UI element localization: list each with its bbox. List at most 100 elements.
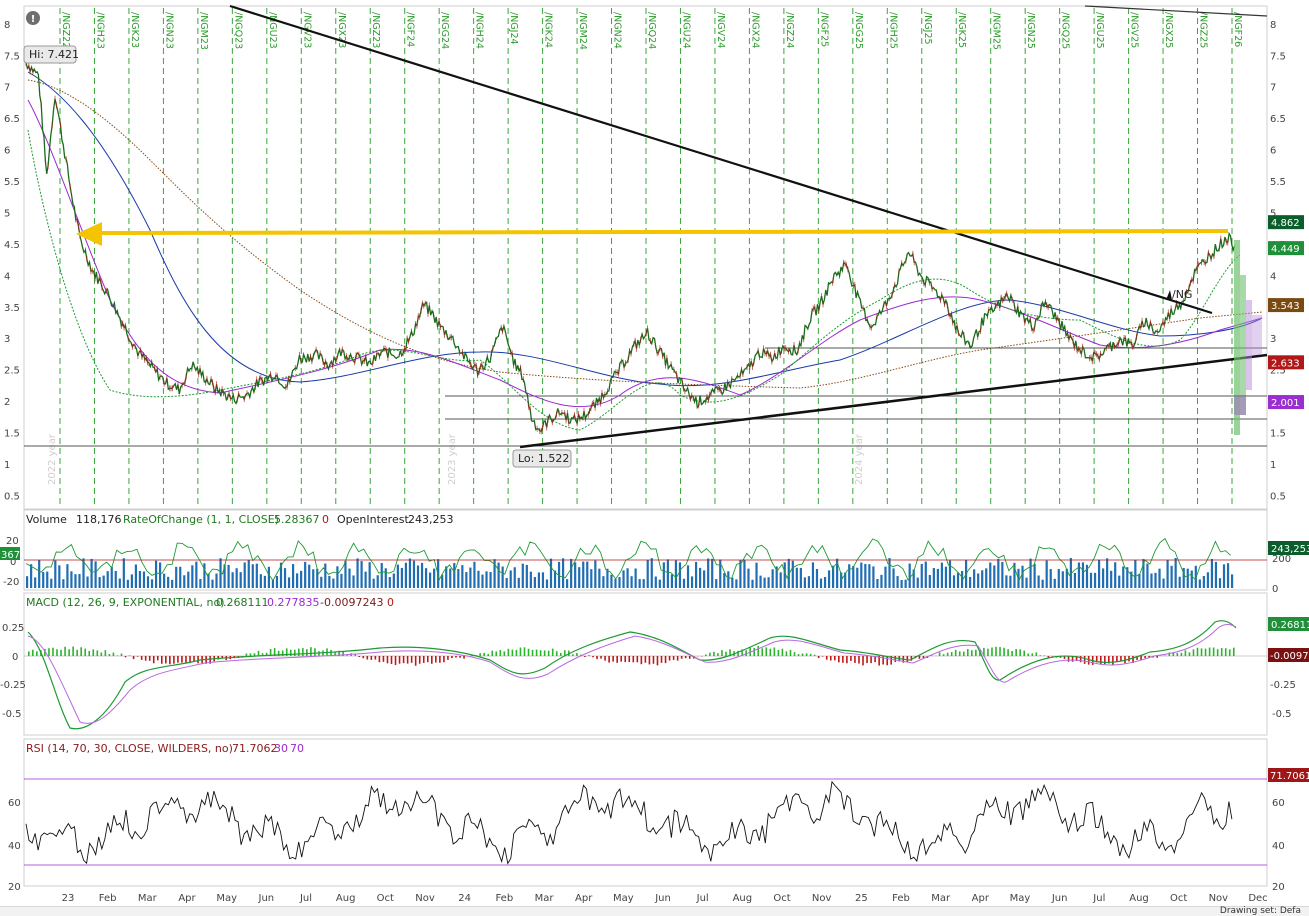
macd-hist-bar (532, 650, 534, 656)
volume-bar (570, 559, 572, 588)
volume-bar (417, 565, 419, 588)
hi-label: Hi: 7.421 (29, 48, 79, 61)
rollover-label: /NGH24 (474, 12, 485, 49)
volume-bar (1034, 564, 1036, 588)
macd-hist-bar (64, 647, 66, 656)
time-tick: Jul (696, 893, 709, 904)
macd-hist-bar (149, 656, 151, 661)
macd-hist-bar (552, 649, 554, 656)
macd-hist-bar (991, 648, 993, 656)
macd-hist-bar (72, 647, 74, 656)
volume-bar (381, 563, 383, 588)
macd-hist-bar (713, 652, 715, 656)
volume-bar (719, 559, 721, 588)
rollover-label: /NGX25 (1163, 12, 1174, 48)
volume-bar (1094, 573, 1096, 588)
volume-bar (1207, 572, 1209, 588)
rollover-label: /NGQ23 (232, 12, 243, 49)
volume-bar (933, 568, 935, 588)
time-tick: Nov (812, 893, 832, 904)
time-tick: 25 (855, 893, 868, 904)
volume-bar (429, 573, 431, 588)
time-tick: Aug (733, 893, 753, 904)
volume-bar (401, 568, 403, 588)
volume-title: Volume (26, 513, 67, 526)
macd-hist-bar (616, 656, 618, 663)
macd-hist-bar (161, 656, 163, 664)
macd-title: MACD (12, 26, 9, EXPONENTIAL, no) (26, 596, 225, 609)
macd-hist-bar (620, 656, 622, 662)
volume-bar (631, 576, 633, 588)
volume-bar (546, 580, 548, 588)
rollover-label: /NGG24 (439, 12, 450, 49)
macd-hist-bar (1036, 652, 1038, 656)
macd-avg: 0.277835 (267, 596, 320, 609)
macd-hist-bar (685, 656, 687, 658)
macd-hist-bar (387, 656, 389, 663)
macd-hist-bar (439, 656, 441, 663)
volume-bar (373, 579, 375, 588)
macd-hist-bar (185, 656, 187, 663)
macd-hist-bar (443, 656, 445, 662)
volume-bar (1122, 567, 1124, 588)
price-badge-label: 2.633 (1271, 358, 1300, 369)
macd-hist-bar (1229, 649, 1231, 656)
macd-hist-bar (677, 656, 679, 661)
volume-bar (95, 561, 97, 588)
macd-badge-bottom: -0.0097 (1270, 651, 1309, 662)
alert-icon[interactable]: ! (26, 11, 40, 25)
macd-hist-bar (802, 654, 804, 656)
rollover-label: /NGM25 (991, 12, 1002, 50)
volume-bar (328, 576, 330, 588)
volume-bar (449, 569, 451, 588)
price-tick-left: 5.5 (4, 177, 20, 188)
volume-bar (54, 560, 56, 588)
macd-hist-bar (487, 654, 489, 656)
volume-bar (1082, 562, 1084, 588)
macd-hist-bar (540, 650, 542, 656)
macd-hist-bar (963, 652, 965, 656)
volume-bar (143, 571, 145, 588)
rollover-label: /NGK23 (129, 12, 140, 48)
macd-hist-bar (145, 656, 147, 661)
macd-hist-bar (411, 656, 413, 663)
price-tick-left: 3.5 (4, 303, 20, 314)
volume-bar (828, 570, 830, 588)
svg-text:60: 60 (8, 798, 21, 809)
macd-hist-bar (173, 656, 175, 664)
volume-bar (622, 570, 624, 588)
macd-hist-bar (314, 648, 316, 656)
volume-bar (1187, 569, 1189, 588)
macd-hist-bar (294, 650, 296, 656)
macd-hist-bar (1225, 648, 1227, 656)
volume-bar (659, 580, 661, 588)
price-badge-label: 4.449 (1271, 244, 1300, 255)
volume-bar (618, 577, 620, 588)
macd-hist-bar (669, 656, 671, 661)
time-tick: Oct (377, 893, 394, 904)
volume-bar (578, 567, 580, 588)
macd-hist-bar (1217, 649, 1219, 656)
macd-hist-bar (967, 649, 969, 656)
price-tick-right: 4 (1270, 271, 1276, 282)
volume-bar (103, 576, 105, 588)
volume-bar (252, 564, 254, 588)
volume-bar (667, 559, 669, 588)
price-tick-left: 0.5 (4, 491, 20, 502)
volume-bar (606, 569, 608, 588)
svg-text:-0.5: -0.5 (1272, 709, 1292, 720)
time-tick: Jun (1051, 893, 1068, 904)
macd-hist-bar (68, 649, 70, 656)
svg-text:20: 20 (8, 882, 21, 893)
volume-bar (635, 569, 637, 588)
macd-hist-bar (774, 647, 776, 656)
volume-bar (1223, 564, 1225, 588)
rollover-label: /NGJ24 (508, 12, 519, 45)
volume-bar (66, 564, 68, 588)
macd-hist-bar (318, 651, 320, 656)
macd-hist-bar (600, 656, 602, 659)
volume-bar (228, 565, 230, 588)
volume-bar (292, 564, 294, 588)
macd-hist-bar (705, 654, 707, 656)
